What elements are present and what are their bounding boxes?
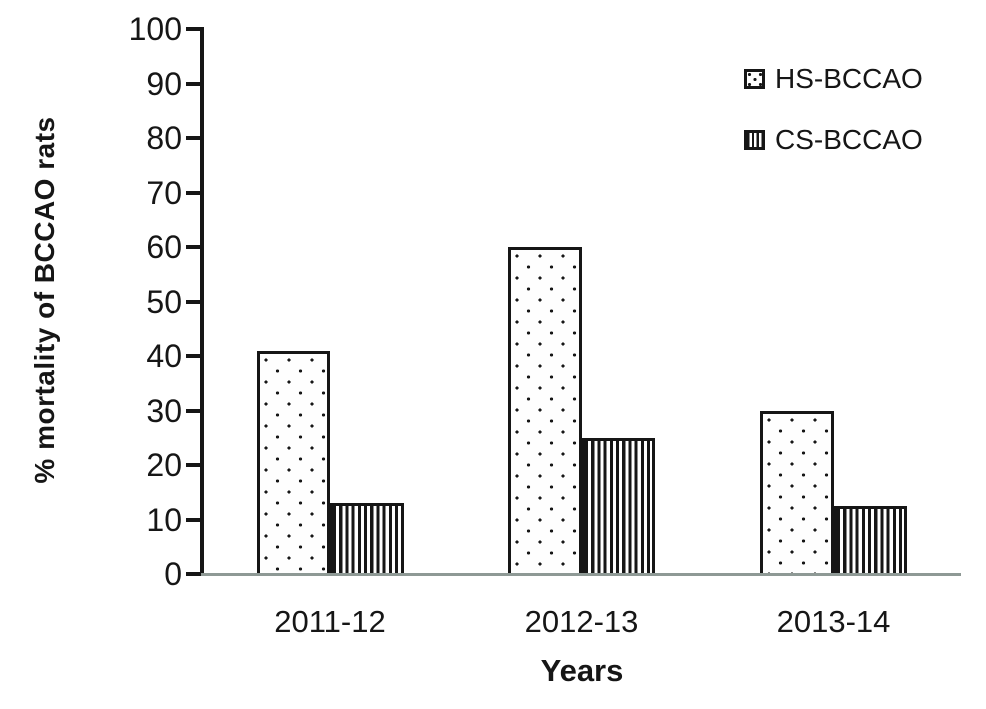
x-axis-line (201, 573, 961, 576)
y-tick-label: 10 (146, 501, 182, 538)
y-tick-mark (186, 463, 202, 467)
dots-swatch-icon (744, 69, 765, 89)
vertical-stripes-swatch-icon (744, 130, 765, 150)
legend-label: CS-BCCAO (775, 124, 923, 155)
y-tick-mark (186, 572, 202, 576)
y-tick-mark (186, 245, 202, 249)
y-axis-title: % mortality of BCCAO rats (29, 116, 60, 484)
bar-cs-bccao-2013-14 (833, 505, 907, 576)
x-category-label-2012-13: 2012-13 (524, 604, 639, 639)
y-tick-mark (186, 190, 202, 195)
y-tick-mark (186, 299, 202, 304)
bar-cs-bccao-2011-12 (330, 503, 404, 576)
y-tick-label: 0 (164, 556, 182, 592)
bar-hs-bccao-2013-14 (760, 410, 834, 576)
y-tick-label: 90 (146, 65, 182, 102)
y-tick-label: 40 (146, 338, 182, 374)
legend-item-hs-bccao: HS-BCCAO (744, 64, 923, 94)
y-tick-label: 80 (146, 120, 182, 156)
y-tick-mark (186, 408, 202, 413)
legend-item-cs-bccao: CS-BCCAO (744, 125, 923, 155)
bar-hs-bccao-2012-13 (508, 247, 582, 576)
y-tick-label: 70 (146, 174, 182, 211)
y-tick-mark (186, 136, 202, 140)
y-tick-label: 60 (146, 229, 182, 265)
y-tick-label: 100 (128, 11, 182, 47)
x-axis-title: Years (540, 653, 624, 688)
legend-label: HS-BCCAO (775, 63, 923, 94)
y-tick-mark (186, 81, 202, 86)
y-tick-label: 30 (146, 392, 182, 429)
bar-hs-bccao-2011-12 (256, 350, 330, 576)
y-axis-line (200, 27, 204, 576)
y-tick-label: 20 (146, 447, 182, 483)
y-tick-mark (186, 517, 202, 522)
bar-cs-bccao-2012-13 (581, 437, 655, 576)
x-category-label-2011-12: 2011-12 (274, 604, 386, 639)
y-tick-label: 50 (146, 283, 182, 320)
x-category-label-2013-14: 2013-14 (776, 604, 891, 639)
y-tick-mark (186, 27, 202, 31)
y-tick-mark (186, 354, 202, 358)
